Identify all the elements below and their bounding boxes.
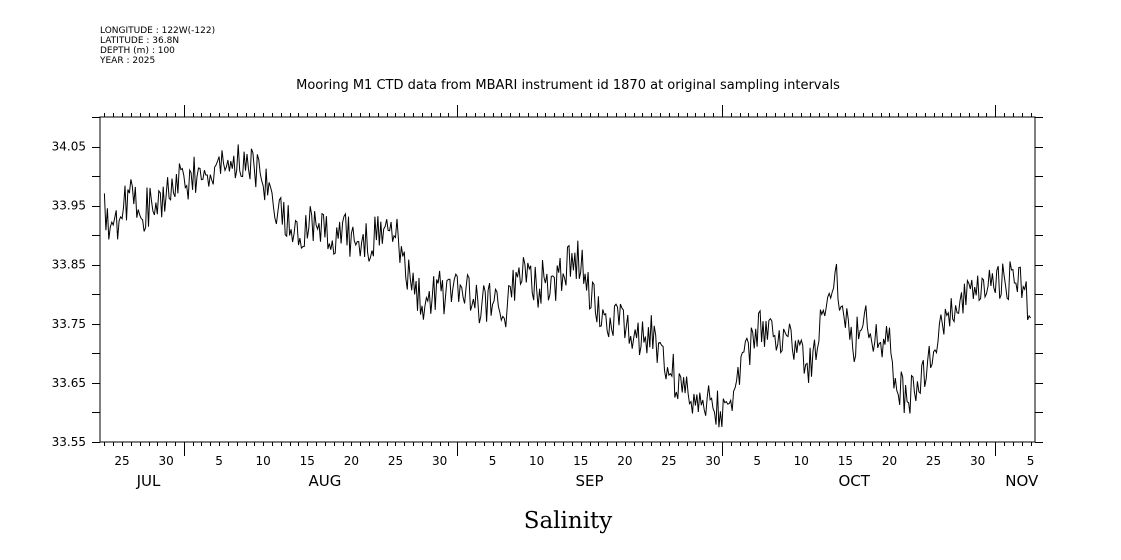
x-day-label: 5	[489, 454, 497, 468]
x-day-label: 25	[114, 454, 129, 468]
x-day-label: 25	[926, 454, 941, 468]
metadata-header: LONGITUDE : 122W(-122) LATITUDE : 36.8N …	[100, 26, 215, 66]
x-day-label: 5	[215, 454, 223, 468]
axes-group: 33.55 33.65 33.75 33.85 33.95 34.05 25 30 5 10 15 2…	[52, 105, 1043, 490]
x-month-label: OCT	[838, 472, 870, 490]
longitude-label: LONGITUDE : 122W(-122)	[100, 26, 216, 36]
x-day-label: 10	[256, 454, 271, 468]
x-day-label: 30	[705, 454, 720, 468]
x-day-label: 20	[882, 454, 897, 468]
y-tick-label: 33.75	[52, 317, 86, 331]
latitude-label: LATITUDE : 36.8N	[100, 36, 180, 46]
chart-title: Mooring M1 CTD data from MBARI instrumen…	[296, 78, 840, 93]
x-day-label: 5	[753, 454, 761, 468]
x-day-label: 30	[970, 454, 985, 468]
x-axis-label: Salinity	[524, 508, 613, 534]
x-month-label: AUG	[308, 472, 341, 490]
x-month-label: JUL	[136, 472, 161, 490]
x-day-label: 20	[617, 454, 632, 468]
x-day-label: 10	[529, 454, 544, 468]
y-tick-label: 33.65	[52, 376, 86, 390]
x-day-label: 15	[573, 454, 588, 468]
x-day-label: 20	[344, 454, 359, 468]
x-day-label: 15	[300, 454, 315, 468]
x-day-label: 10	[794, 454, 809, 468]
x-day-label: 15	[838, 454, 853, 468]
y-tick-label: 33.95	[52, 199, 86, 213]
x-month-label: NOV	[1005, 472, 1039, 490]
year-label: YEAR : 2025	[100, 56, 156, 66]
x-day-label: 5	[1027, 454, 1035, 468]
series-group	[103, 144, 1031, 428]
x-day-label: 25	[388, 454, 403, 468]
x-day-label: 30	[432, 454, 447, 468]
y-tick-label: 33.85	[52, 258, 86, 272]
x-day-label: 30	[159, 454, 174, 468]
plot-frame	[99, 116, 1036, 443]
y-tick-label: 33.55	[52, 435, 86, 449]
x-month-label: SEP	[576, 472, 604, 490]
y-tick-label: 34.05	[52, 140, 86, 154]
depth-label: DEPTH (m) : 100	[100, 46, 175, 56]
salinity-series-line	[103, 144, 1031, 428]
x-day-label: 25	[661, 454, 676, 468]
